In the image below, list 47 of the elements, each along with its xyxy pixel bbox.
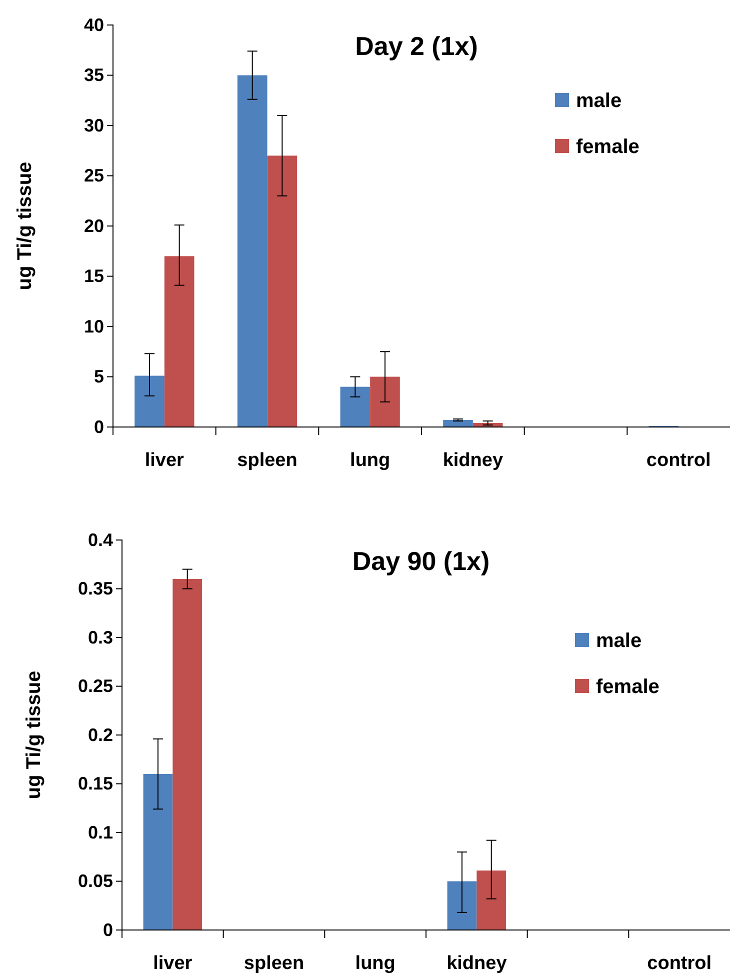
legend-label: female [596,676,660,698]
y-tick-label: 0.3 [88,627,113,648]
y-tick-label: 20 [84,216,104,236]
y-tick-label: 0 [94,416,104,437]
x-tick-label: kidney [442,450,504,472]
y-tick-label: 0 [102,920,113,940]
y-tick-label: 0.35 [78,578,113,599]
y-tick-label: 0.25 [78,676,113,696]
x-tick-label: spleen [237,450,298,472]
y-tick-label: 40 [84,14,104,35]
bar [476,870,506,930]
y-tick-label: 0.05 [78,871,113,892]
y-tick-label: 35 [84,65,104,86]
bar [267,156,298,427]
x-tick-label: control [647,953,712,974]
x-tick-label: lung [350,450,390,472]
legend-label: female [576,136,640,158]
bar [237,75,268,427]
bar [143,774,173,930]
x-tick-label: liver [153,953,193,974]
y-tick-label: 25 [84,166,104,186]
y-tick-label: 10 [84,316,104,336]
legend-label: male [596,630,642,652]
y-tick-label: 15 [84,266,104,286]
x-tick-label: kidney [446,953,508,974]
y-axis-title: ug Ti/g tissue [14,162,36,290]
y-tick-label: 30 [84,115,104,136]
bar [172,579,202,930]
x-tick-label: liver [144,450,185,472]
y-axis-title: ug Ti/g tissue [23,670,45,800]
y-tick-label: 0.1 [88,822,113,842]
y-tick-label: 5 [94,366,104,387]
bar [447,881,477,930]
legend-label: male [576,90,622,112]
y-tick-label: 0.15 [78,774,113,794]
bar [340,386,370,427]
y-tick-label: 0.4 [88,530,113,550]
chart-title: Day 90 (1x) [352,546,490,576]
x-tick-label: lung [355,953,396,974]
x-tick-label: spleen [244,953,304,974]
y-tick-label: 0.2 [88,724,113,745]
bar [134,376,164,427]
chart-title: Day 2 (1x) [355,31,478,61]
bar [164,256,194,427]
bar [443,420,473,427]
bar [370,376,400,427]
x-tick-label: control [646,450,711,472]
